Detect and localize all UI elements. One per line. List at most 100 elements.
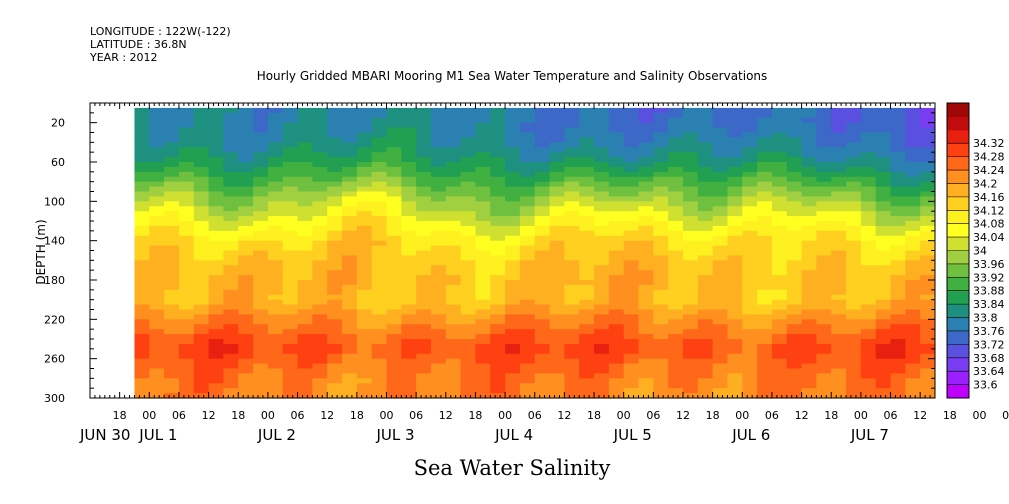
heatmap-cell — [875, 132, 892, 139]
heatmap-cell — [223, 383, 239, 389]
heatmap-cell — [505, 255, 521, 261]
heatmap-cell — [742, 245, 758, 252]
heatmap-cell — [534, 270, 551, 276]
heatmap-cell — [638, 171, 654, 178]
heatmap-cell — [312, 358, 328, 365]
heatmap-cell — [831, 107, 847, 114]
heatmap-cell — [742, 334, 758, 340]
x-hour-label: 12 — [676, 409, 690, 422]
heatmap-cell — [816, 343, 832, 350]
heatmap-cell — [386, 201, 402, 207]
heatmap-cell — [327, 260, 343, 266]
heatmap-cell — [594, 162, 610, 168]
heatmap-cell — [579, 270, 595, 276]
heatmap-cell — [356, 147, 373, 153]
heatmap-cell — [430, 127, 447, 134]
heatmap-cell — [697, 270, 714, 276]
heatmap-cell — [519, 162, 536, 168]
heatmap-cell — [549, 270, 565, 276]
heatmap-cell — [460, 147, 477, 153]
heatmap-cell — [386, 368, 402, 375]
colorbar-swatch — [947, 277, 969, 292]
heatmap-cell — [282, 166, 299, 173]
heatmap-cell — [564, 176, 580, 183]
heatmap-cell — [149, 245, 165, 252]
heatmap-cell — [905, 260, 921, 266]
heatmap-cell — [549, 112, 565, 119]
heatmap-cell — [312, 166, 328, 173]
heatmap-cell — [831, 191, 847, 198]
heatmap-cell — [445, 373, 462, 379]
heatmap-cell — [608, 339, 625, 345]
heatmap-cell — [371, 230, 388, 237]
heatmap-cell — [786, 368, 803, 375]
heatmap-cell — [208, 260, 225, 266]
heatmap-cell — [608, 304, 625, 311]
heatmap-cell — [697, 275, 714, 281]
heatmap-cell — [282, 299, 299, 306]
heatmap-cell — [178, 117, 195, 124]
heatmap-cell — [475, 289, 491, 296]
heatmap-cell — [742, 324, 758, 330]
heatmap-cell — [801, 343, 817, 350]
heatmap-cell — [757, 211, 773, 217]
heatmap-cell — [416, 132, 432, 139]
heatmap-cell — [178, 181, 195, 188]
heatmap-cell — [164, 225, 180, 232]
heatmap-cell — [875, 142, 892, 148]
heatmap-cell — [831, 368, 847, 375]
heatmap-cell — [846, 117, 862, 124]
heatmap-cell — [297, 157, 313, 163]
heatmap-cell — [786, 127, 803, 134]
heatmap-cell — [505, 132, 521, 139]
heatmap-cell — [312, 225, 328, 232]
heatmap-cell — [534, 250, 551, 257]
heatmap-cell — [801, 280, 817, 286]
heatmap-cell — [342, 348, 358, 355]
heatmap-cell — [401, 314, 417, 320]
heatmap-cell — [223, 250, 239, 257]
heatmap-cell — [460, 235, 477, 242]
heatmap-cell — [890, 304, 906, 311]
heatmap-cell — [401, 216, 417, 222]
heatmap-cell — [297, 132, 313, 139]
heatmap-cell — [816, 211, 832, 217]
heatmap-cell — [594, 230, 610, 237]
heatmap-cell — [519, 324, 536, 330]
heatmap-cell — [430, 181, 447, 188]
heatmap-cell — [505, 191, 521, 198]
heatmap-cell — [801, 162, 817, 168]
heatmap-cell — [505, 206, 521, 212]
heatmap-cell — [164, 339, 180, 345]
heatmap-cell — [430, 216, 447, 222]
heatmap-cell — [727, 378, 743, 384]
heatmap-cell — [697, 393, 714, 399]
heatmap-cell — [178, 245, 195, 252]
heatmap-cell — [371, 122, 388, 129]
heatmap-cell — [638, 137, 654, 143]
heatmap-cell — [712, 162, 729, 168]
heatmap-cell — [178, 299, 195, 306]
heatmap-cell — [638, 393, 654, 399]
heatmap-cell — [445, 363, 462, 370]
x-hour-label: 00 — [617, 409, 631, 422]
heatmap-cell — [816, 206, 832, 212]
heatmap-cell — [519, 166, 536, 173]
heatmap-cell — [875, 235, 892, 242]
heatmap-cell — [771, 132, 788, 139]
heatmap-cell — [816, 240, 832, 247]
heatmap-cell — [786, 142, 803, 148]
heatmap-cell — [342, 343, 358, 350]
heatmap-cell — [134, 157, 150, 163]
heatmap-cell — [816, 324, 832, 330]
heatmap-cell — [801, 275, 817, 281]
heatmap-cell — [164, 265, 180, 271]
heatmap-cell — [697, 137, 714, 143]
heatmap-cell — [564, 181, 580, 188]
heatmap-cell — [920, 152, 935, 158]
heatmap-cell — [712, 324, 729, 330]
heatmap-cell — [682, 235, 699, 242]
heatmap-cell — [505, 225, 521, 232]
heatmap-cell — [238, 147, 254, 153]
heatmap-cell — [860, 304, 877, 311]
